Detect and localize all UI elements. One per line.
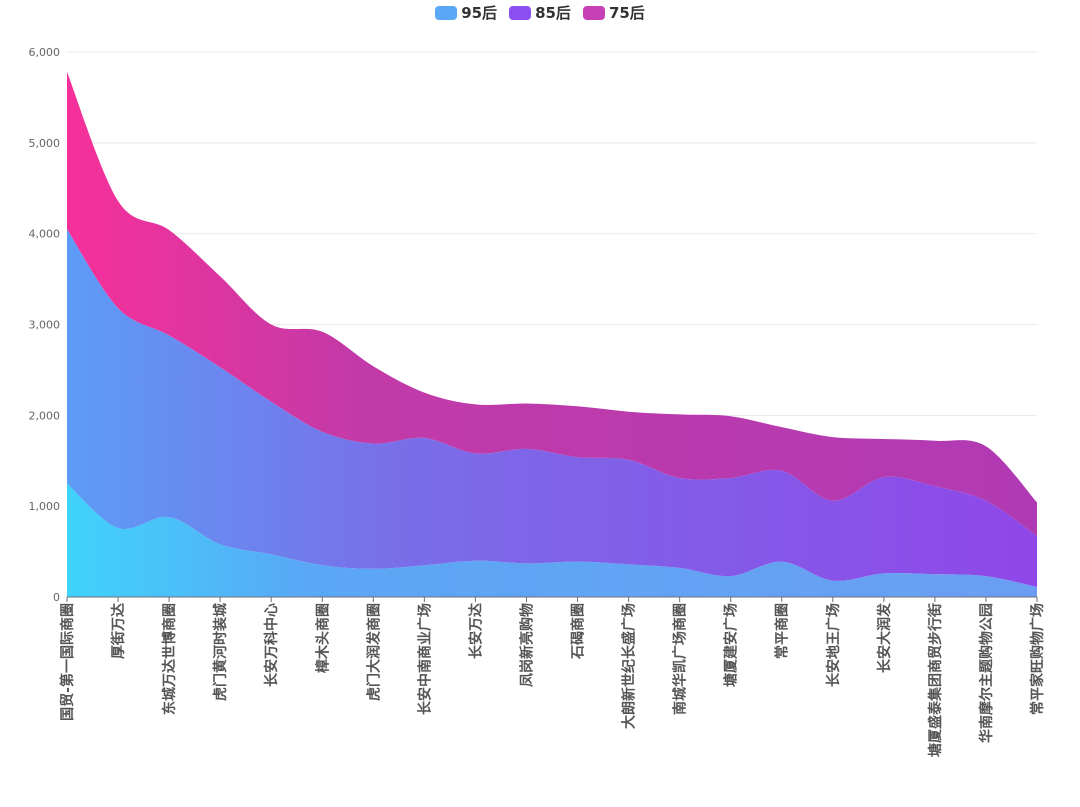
y-tick-label: 1,000 <box>29 500 61 513</box>
legend-label-75: 75后 <box>608 4 645 22</box>
legend-swatch-75 <box>582 5 605 20</box>
legend-item-95[interactable]: 95后 <box>435 2 497 23</box>
legend-swatch-95 <box>435 5 458 20</box>
series-areas <box>67 72 1037 597</box>
x-tick-label: 东城万达世博商圈 <box>161 603 178 715</box>
legend: 95后 85后 75后 <box>0 2 1080 23</box>
y-tick-label: 2,000 <box>29 409 61 422</box>
series-area-75[interactable] <box>67 72 1037 537</box>
x-tick-label: 大朗新世纪长盛广场 <box>621 603 638 729</box>
x-tick-label: 长安万科中心 <box>263 603 280 687</box>
x-tick-label: 常平家旺购物广场 <box>1029 603 1046 715</box>
x-tick-label: 樟木头商圈 <box>314 603 331 673</box>
x-tick-label: 石碣商圈 <box>570 603 587 660</box>
x-tick-label: 国贸-第一国际商圈 <box>59 603 76 721</box>
y-tick-label: 6,000 <box>29 46 61 59</box>
x-tick-label: 凤岗新亮购物 <box>518 603 535 687</box>
x-tick-label: 华南摩尔主题购物公园 <box>978 603 995 743</box>
y-tick-label: 0 <box>53 591 60 604</box>
legend-label-85: 85后 <box>535 4 571 22</box>
series-area-85[interactable] <box>67 229 1037 587</box>
y-tick-label: 4,000 <box>29 228 61 241</box>
y-tick-label: 5,000 <box>29 137 61 150</box>
legend-item-85[interactable]: 85后 <box>509 2 571 23</box>
x-tick-label: 常平商圈 <box>774 603 791 659</box>
x-tick-label: 塘厦建安广场 <box>723 603 740 687</box>
x-tick-label: 虎门黄河时装城 <box>212 603 229 701</box>
x-tick-label: 塘厦盛泰集团商贸步行街 <box>927 603 944 757</box>
series-area-95[interactable] <box>67 483 1037 598</box>
x-tick-label: 虎门大润发商圈 <box>365 603 382 701</box>
x-tick-label: 长安地王广场 <box>825 603 842 687</box>
legend-item-75[interactable]: 75后 <box>582 2 645 23</box>
legend-label-95: 95后 <box>461 4 498 22</box>
x-tick-label: 长安万达 <box>467 603 484 659</box>
y-tick-label: 3,000 <box>29 319 61 332</box>
x-tick-label: 长安中南商业广场 <box>416 603 433 715</box>
x-tick-label: 长安大润发 <box>876 602 893 673</box>
x-tick-label: 南城华凯广场商圈 <box>672 603 689 715</box>
axes: 0 1,000 2,000 3,000 4,000 5,000 6,000 国贸-第一国际商圈… <box>29 46 1047 757</box>
legend-swatch-85 <box>509 5 532 20</box>
x-tick-label: 厚街万达 <box>110 603 127 659</box>
